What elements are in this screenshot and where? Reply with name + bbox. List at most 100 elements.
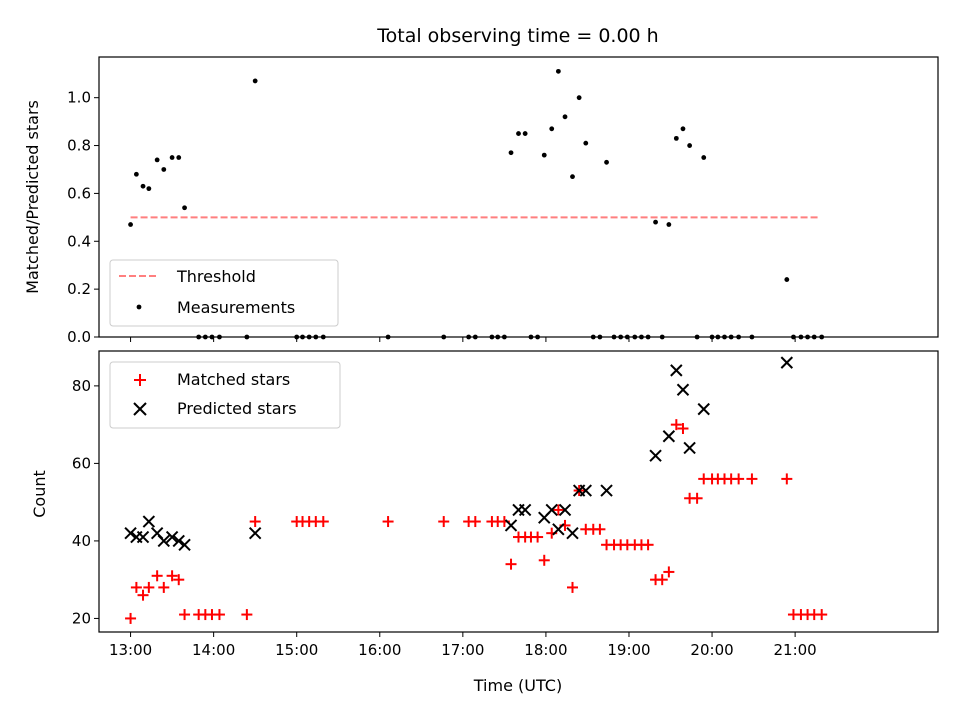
matched-star-marker [670, 419, 682, 431]
ratio-y-axis-label: Matched/Predicted stars [23, 100, 42, 294]
x-tick-label: 20:00 [690, 641, 733, 659]
measurement-point [508, 150, 514, 156]
count-y-tick-label: 60 [72, 454, 91, 472]
matched-star-marker [566, 581, 578, 593]
measurement-point [154, 157, 160, 163]
measurement-point [653, 219, 658, 225]
matched-star-marker [125, 612, 137, 624]
measurement-point [169, 155, 175, 160]
measurement-point [562, 114, 568, 120]
ratio-plot-frame [98, 56, 939, 338]
matched-star-marker [213, 609, 225, 621]
matched-star-marker [538, 554, 550, 566]
predicted-star-marker [172, 534, 185, 548]
matched-star-marker [656, 574, 668, 586]
measurement-point [555, 68, 561, 74]
measurement-point [140, 183, 146, 189]
predicted-star-marker [670, 364, 683, 377]
predicted-star-marker [136, 530, 150, 544]
predicted-legend-swatch [133, 402, 147, 416]
count-y-axis-label: Count [30, 470, 49, 518]
measurement-point [701, 155, 707, 160]
count-y-tick-label: 40 [72, 532, 91, 550]
predicted-star-marker [552, 523, 565, 536]
predicted-star-marker [178, 538, 191, 552]
measurement-point [604, 159, 609, 165]
predicted-star-marker [566, 526, 579, 540]
predicted-star-marker [600, 484, 613, 497]
ratio-legend: Threshold Measurements [109, 259, 339, 327]
ratio-y-tick-label: 0.8 [67, 137, 91, 155]
count-legend-box [109, 361, 341, 429]
predicted-star-marker [662, 430, 676, 443]
predicted-star-marker [649, 449, 662, 462]
matched-star-marker [642, 539, 654, 551]
matched-star-marker [594, 523, 606, 535]
measurement-point [176, 155, 182, 160]
ratio-y-tick-label: 0.6 [67, 184, 91, 202]
matched-star-marker [137, 589, 149, 601]
predicted-star-marker [558, 503, 572, 517]
predicted-star-marker [142, 515, 156, 528]
matched-star-marker [733, 473, 745, 485]
matched-legend-swatch [134, 374, 146, 386]
matched-star-marker [317, 516, 329, 528]
x-tick-label: 13:00 [109, 641, 152, 659]
measurement-point [516, 131, 521, 136]
matched-star-marker [677, 423, 689, 435]
measurement-point [576, 95, 582, 101]
matched-star-marker [249, 516, 261, 528]
chart-title: Total observing time = 0.00 h [376, 25, 658, 47]
measurement-point [570, 174, 575, 180]
matched-star-marker [151, 570, 163, 582]
x-tick-label: 17:00 [441, 641, 484, 659]
count-y-tick-label: 20 [72, 609, 91, 627]
threshold-legend-label: Threshold [176, 267, 256, 286]
predicted-star-marker [504, 519, 518, 532]
matched-star-marker [130, 581, 142, 593]
matched-star-marker [505, 558, 517, 570]
count-legend: Matched stars Predicted stars [109, 361, 341, 429]
measurement-point [680, 126, 686, 132]
ratio-plot: 0.0 0.2 0.4 0.6 0.8 1.0 Matched/Predicted sta… [23, 56, 939, 346]
measurement-point [687, 143, 693, 148]
predicted-star-marker [157, 534, 171, 548]
x-tick-label: 21:00 [774, 641, 817, 659]
predicted-star-marker [780, 356, 794, 369]
measurement-point [252, 78, 258, 84]
ratio-y-tick-label: 0.0 [67, 328, 91, 346]
predicted-star-marker [518, 503, 532, 517]
matched-star-marker [166, 570, 178, 582]
measurement-point [549, 126, 555, 132]
ratio-legend-box [109, 259, 339, 327]
measurement-point [146, 186, 152, 192]
matched-star-marker [241, 609, 253, 621]
x-tick-label: 18:00 [524, 641, 567, 659]
predicted-star-marker [683, 441, 696, 455]
matched-star-marker [469, 516, 481, 528]
predicted-star-marker [248, 526, 262, 540]
matched-star-marker [143, 581, 155, 593]
predicted-star-marker [165, 530, 179, 544]
measurement-point [522, 131, 528, 136]
measurement-point [541, 152, 547, 158]
measurement-point [133, 171, 139, 177]
predicted-star-marker [697, 402, 710, 416]
predicted-legend-label: Predicted stars [177, 399, 297, 418]
count-y-tick-label: 80 [72, 377, 91, 395]
matched-star-marker [173, 574, 185, 586]
matched-star-marker [382, 516, 394, 528]
measurements-legend-swatch [136, 304, 142, 310]
x-tick-label: 19:00 [607, 641, 650, 659]
count-plot-frame [98, 350, 939, 633]
x-tick-label: 15:00 [275, 641, 318, 659]
measurement-point [784, 277, 790, 282]
predicted-star-marker [124, 526, 137, 540]
measurement-point [128, 222, 133, 227]
measurement-point [666, 222, 672, 227]
ratio-y-tick-label: 0.2 [67, 280, 91, 298]
matched-star-marker [746, 473, 758, 485]
measurement-point [583, 140, 589, 146]
matched-star-marker [816, 609, 828, 621]
